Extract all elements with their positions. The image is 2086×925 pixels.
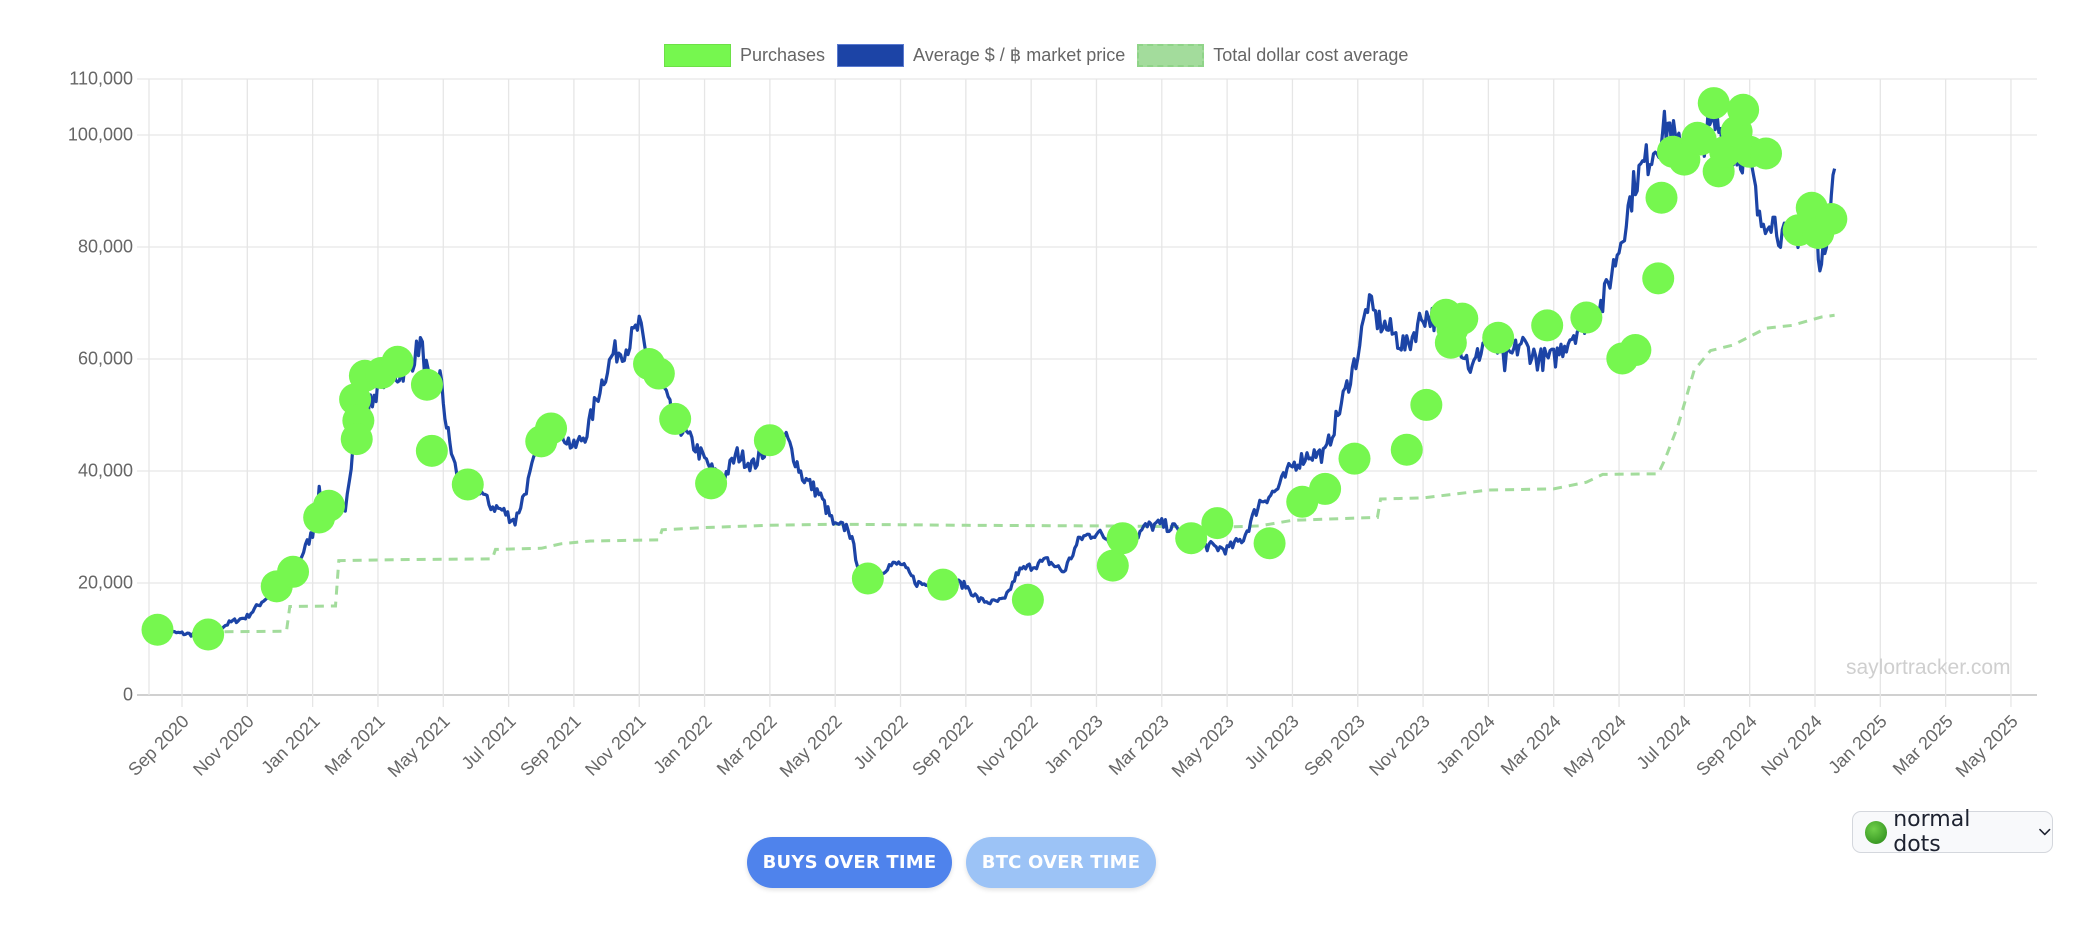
purchase-dot[interactable] (381, 345, 414, 378)
purchase-dot[interactable] (926, 568, 959, 601)
purchase-dot[interactable] (192, 618, 225, 651)
legend-item-market-price[interactable]: Average $ / ฿ market price (837, 43, 1126, 67)
purchase-dot[interactable] (410, 368, 443, 401)
purchase-dot[interactable] (1645, 181, 1678, 214)
y-tick-label: 100,000 (67, 124, 133, 145)
dca-swatch-icon (1137, 43, 1205, 67)
purchase-dot[interactable] (659, 402, 692, 435)
buys-over-time-button[interactable]: BUYS OVER TIME (747, 837, 952, 888)
purchase-dot[interactable] (141, 613, 174, 646)
purchase-dot[interactable] (1531, 309, 1564, 342)
purchase-dot[interactable] (1446, 302, 1479, 335)
legend-label: Average $ / ฿ market price (913, 44, 1126, 65)
purchase-dot[interactable] (851, 562, 884, 595)
purchase-dot[interactable] (1338, 442, 1371, 475)
market-price-line (157, 109, 1837, 638)
legend-label: Purchases (740, 44, 826, 65)
purchase-dot[interactable] (340, 423, 373, 456)
purchase-dot[interactable] (753, 424, 786, 457)
purchase-dot[interactable] (1390, 433, 1423, 466)
purchase-dot[interactable] (1684, 123, 1717, 156)
legend-item-dollar-cost-average[interactable]: Total dollar cost average (1137, 43, 1409, 67)
legend-item-purchases[interactable]: Purchases (664, 43, 826, 67)
purchase-dot[interactable] (1750, 137, 1783, 170)
watermark: saylortracker.com (1846, 656, 2011, 679)
legend-label: Total dollar cost average (1213, 44, 1409, 65)
purchase-dot[interactable] (1201, 507, 1234, 540)
dot-style-selected-value: normal dots (1893, 807, 1971, 857)
purchase-dot[interactable] (1309, 472, 1342, 505)
y-tick-label: 40,000 (77, 460, 133, 481)
purchase-dot[interactable] (1815, 203, 1848, 235)
purchase-dot[interactable] (1410, 388, 1443, 421)
purchase-dot[interactable] (1727, 93, 1760, 126)
green-circle-icon (1865, 820, 1888, 844)
purchase-dot[interactable] (1697, 87, 1730, 120)
y-tick-label: 0 (122, 684, 133, 705)
dca-line (224, 313, 1835, 634)
purchase-dot[interactable] (1253, 527, 1286, 560)
purchase-dot[interactable] (1175, 522, 1208, 555)
purchase-dot[interactable] (1106, 522, 1139, 555)
purchase-dot[interactable] (1011, 583, 1044, 616)
purchase-dot[interactable] (1482, 321, 1515, 354)
purchases-swatch-icon (664, 43, 731, 67)
purchase-dot[interactable] (695, 467, 728, 500)
btc-over-time-button[interactable]: BTC OVER TIME (966, 837, 1156, 888)
purchase-dot[interactable] (1619, 334, 1652, 367)
purchase-dot[interactable] (1434, 326, 1467, 359)
y-tick-label: 20,000 (77, 572, 133, 593)
y-tick-label: 60,000 (77, 348, 133, 369)
purchase-dot[interactable] (535, 412, 568, 445)
purchase-dot[interactable] (1096, 549, 1129, 582)
purchase-dot[interactable] (451, 468, 484, 501)
y-tick-label: 110,000 (69, 68, 133, 89)
dot-style-select[interactable]: normal dots (1852, 807, 2053, 857)
purchase-dot[interactable] (642, 357, 675, 390)
purchase-dot[interactable] (415, 434, 448, 467)
chart-legend: Purchases Average $ / ฿ market price Tot… (664, 43, 1420, 67)
chevron-down-icon (2039, 828, 2051, 836)
purchase-dot[interactable] (277, 555, 310, 588)
purchase-dot[interactable] (312, 489, 345, 522)
y-tick-label: 80,000 (77, 236, 133, 257)
market-price-swatch-icon (837, 43, 905, 67)
purchase-dot[interactable] (1570, 301, 1603, 334)
purchase-dot[interactable] (1642, 262, 1675, 295)
